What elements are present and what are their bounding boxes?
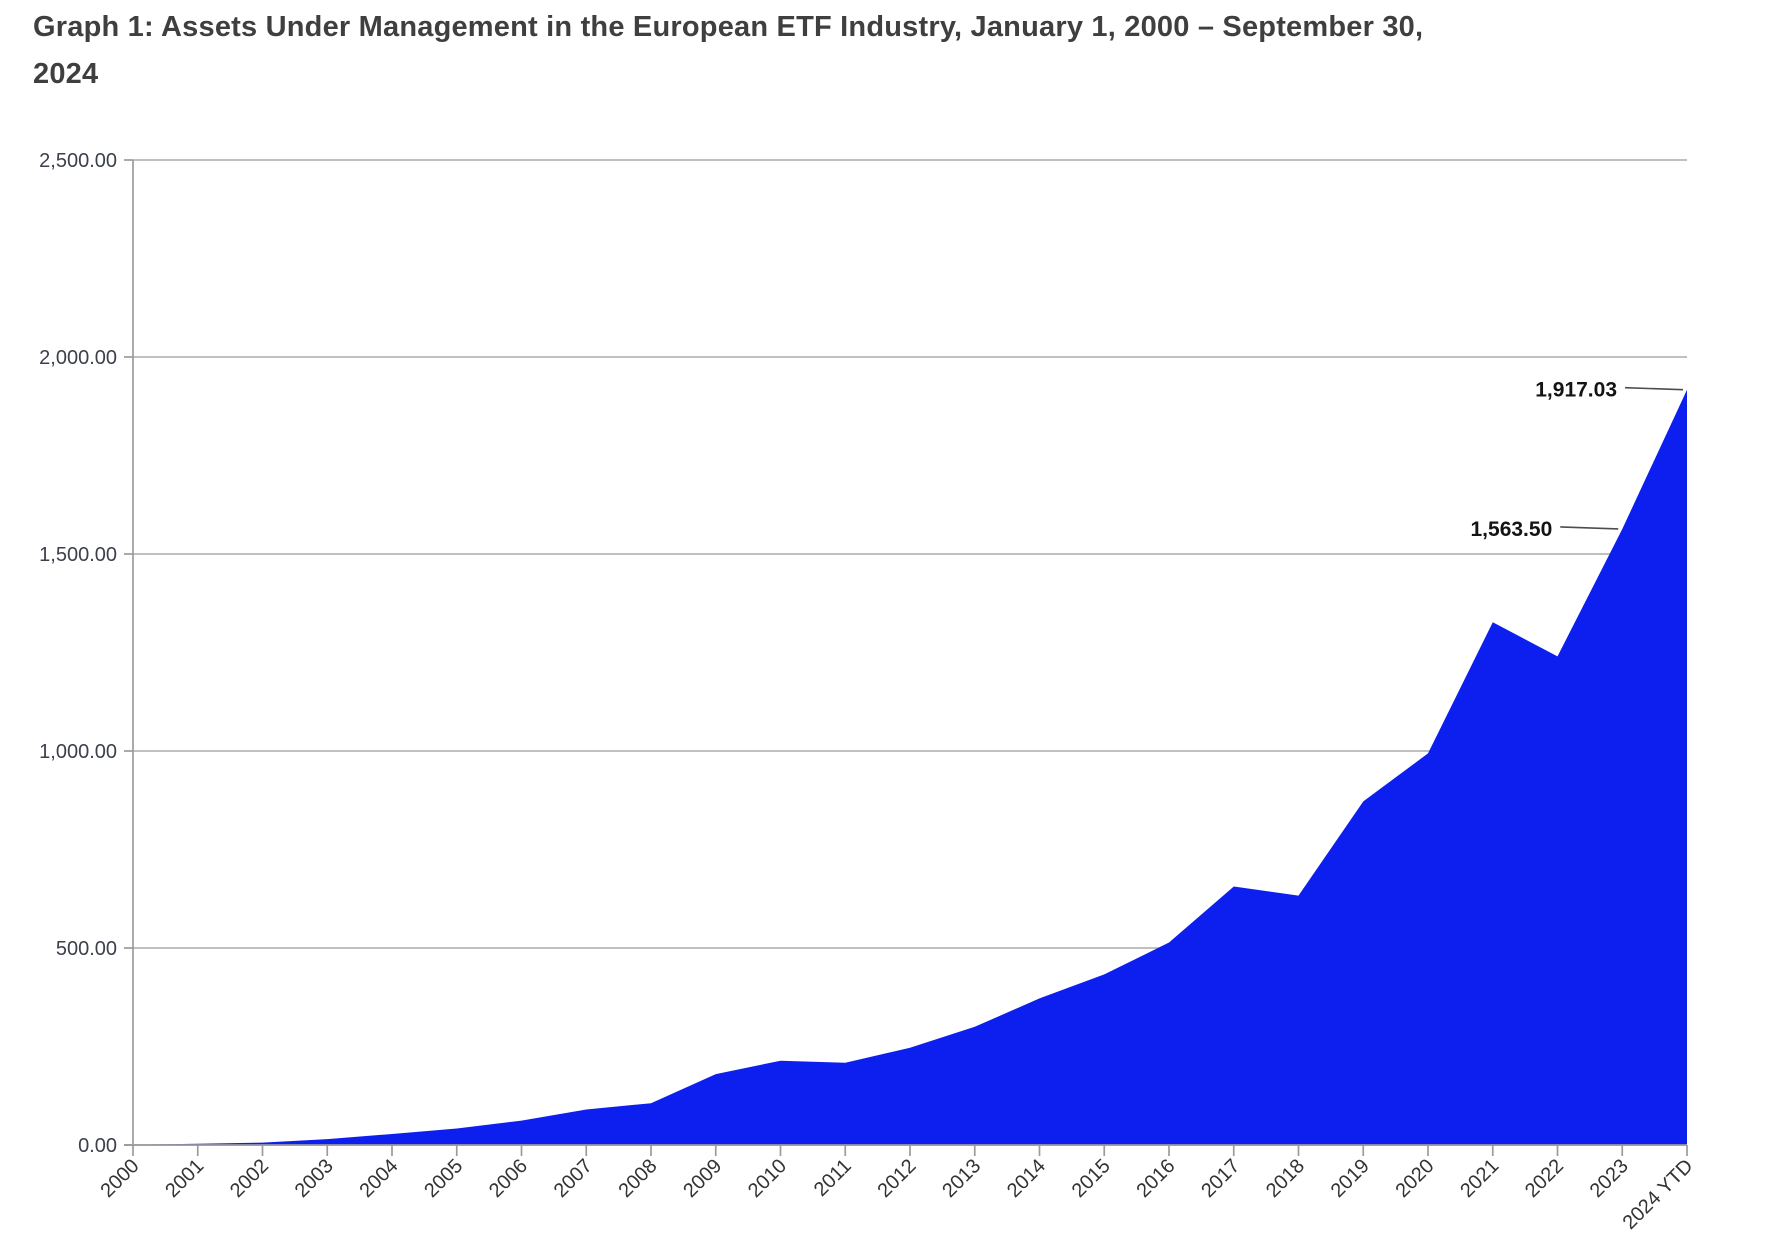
x-axis-label: 2010 [744,1155,791,1202]
callout-leader-line [1624,386,1684,391]
y-axis-label: 2,000.00 [39,347,117,369]
callout-leader-line [1560,526,1619,530]
x-axis-label: 2005 [420,1155,467,1202]
callout-label: 1,917.03 [1535,379,1617,402]
y-axis-label: 2,500.00 [39,150,117,172]
x-axis-label: 2023 [1586,1155,1633,1202]
x-axis-label: 2015 [1068,1155,1115,1202]
chart-title-line1: Graph 1: Assets Under Management in the … [33,11,1424,43]
x-axis-label: 2004 [356,1155,403,1202]
y-axis-label: 1,500.00 [39,544,117,566]
x-axis-label: 2022 [1521,1155,1568,1202]
y-axis-label: 500.00 [56,938,117,960]
x-axis-label: 2017 [1197,1155,1244,1202]
x-axis-label: 2011 [810,1155,856,1201]
chart-title: Graph 1: Assets Under Management in the … [33,4,1563,98]
x-axis-label: 2008 [615,1155,662,1202]
x-axis-label: 2007 [550,1155,597,1202]
x-axis-label: 2002 [226,1155,273,1202]
y-axis-label: 0.00 [78,1135,117,1157]
x-axis-label: 2013 [938,1155,985,1202]
x-axis-label: 2014 [1003,1155,1050,1202]
y-axis-label: 1,000.00 [39,741,117,763]
x-axis-label: 2000 [97,1155,144,1202]
x-axis-label: 2019 [1327,1155,1374,1202]
x-axis-label: 2009 [679,1155,726,1202]
aum-area [133,389,1687,1145]
x-axis-label: 2020 [1392,1155,1439,1202]
x-axis-label: 2001 [161,1155,208,1202]
x-axis-label: 2006 [485,1155,532,1202]
x-axis-label: 2012 [874,1155,921,1202]
x-axis-label: 2024 YTD [1619,1155,1698,1234]
callout-label: 1,563.50 [1471,518,1553,541]
x-axis-label: 2018 [1262,1155,1309,1202]
x-axis-label: 2021 [1456,1155,1503,1202]
chart-title-line2: 2024 [33,58,99,90]
x-axis-label: 2016 [1133,1155,1180,1202]
x-axis-label: 2003 [291,1155,338,1202]
